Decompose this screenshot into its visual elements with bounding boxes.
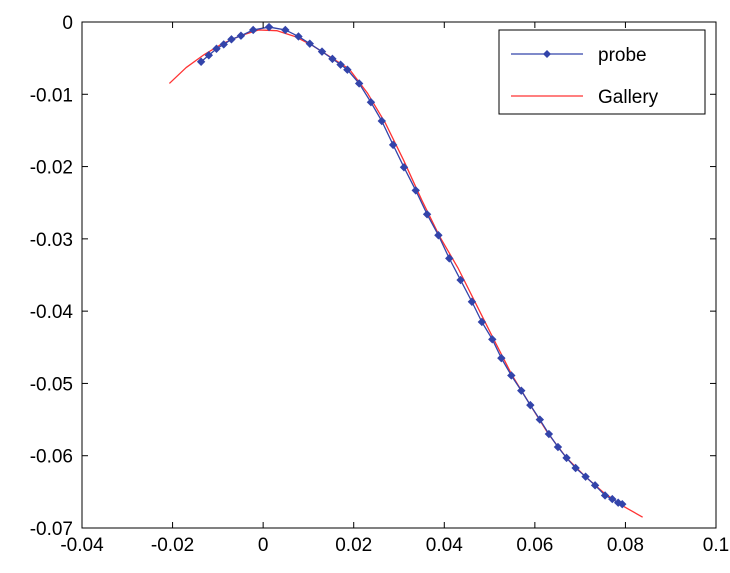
x-tick-label: 0.1 <box>703 535 729 556</box>
data-point-probe <box>354 79 364 88</box>
data-point-probe <box>608 494 617 504</box>
data-point-probe <box>422 210 432 219</box>
x-tick-label: 0.08 <box>607 535 644 556</box>
x-tick-label: -0.04 <box>60 535 104 556</box>
y-tick-label: -0.05 <box>30 374 73 395</box>
y-tick-label: -0.03 <box>30 230 73 251</box>
data-point-probe <box>281 25 290 35</box>
data-point-probe <box>517 386 526 395</box>
data-point-probe <box>553 442 563 452</box>
legend-marker-probe <box>543 50 551 58</box>
y-tick-label: -0.02 <box>30 158 73 179</box>
data-point-probe <box>196 57 206 66</box>
x-tick-label: 0.02 <box>335 535 372 556</box>
data-point-probe <box>399 163 409 172</box>
data-point-probe <box>204 51 213 60</box>
data-point-probe <box>294 32 303 41</box>
axes-box <box>81 21 717 529</box>
data-point-probe <box>377 116 386 126</box>
legend-label-gallery: Gallery <box>598 87 659 108</box>
data-point-probe <box>336 60 345 69</box>
legend: probe Gallery <box>498 29 706 115</box>
x-tick-label: 0.04 <box>426 535 463 556</box>
data-point-probe <box>507 371 516 380</box>
data-point-probe <box>236 31 246 40</box>
y-tick-label: -0.01 <box>30 85 73 106</box>
data-point-probe <box>526 400 535 410</box>
data-point-probe <box>600 491 610 500</box>
data-point-probe <box>317 47 327 56</box>
data-point-probe <box>411 186 420 195</box>
x-axis: -0.04 -0.02 0 0.02 0.04 0.06 0.08 0.1 <box>60 22 729 556</box>
data-point-probe <box>581 472 590 481</box>
data-point-probe <box>343 65 352 74</box>
data-point-probe <box>618 499 627 509</box>
data-point-probe <box>571 463 580 473</box>
data-point-probe <box>456 275 465 285</box>
data-point-probe <box>212 44 221 53</box>
data-point-probe <box>328 54 337 64</box>
data-point-probe <box>305 39 314 48</box>
x-tick-label: 0.06 <box>516 535 553 556</box>
x-tick-label: 0 <box>258 535 269 556</box>
y-tick-label: 0 <box>62 13 73 34</box>
data-point-probe <box>535 415 545 424</box>
data-point-probe <box>477 317 487 327</box>
y-tick-label: -0.04 <box>30 302 74 323</box>
data-point-probe <box>248 25 258 35</box>
data-point-probe <box>488 335 497 344</box>
data-point-probe <box>544 429 554 439</box>
data-point-probe <box>264 22 274 32</box>
y-tick-label: -0.07 <box>30 519 73 540</box>
data-point-probe <box>219 40 228 49</box>
legend-label-probe: probe <box>598 45 647 66</box>
data-point-probe <box>590 481 600 490</box>
data-point-probe <box>227 35 236 44</box>
data-point-probe <box>467 297 477 306</box>
y-axis: 0 -0.01 -0.02 -0.03 -0.04 -0.05 -0.06 -0.07 <box>30 13 716 540</box>
data-point-probe <box>445 254 454 263</box>
y-tick-label: -0.06 <box>30 447 73 468</box>
data-point-probe <box>497 353 506 363</box>
data-point-probe <box>366 98 376 107</box>
series-layer <box>168 22 643 518</box>
data-point-probe <box>388 140 398 150</box>
data-point-probe <box>434 231 443 240</box>
data-point-probe <box>562 453 571 463</box>
legend-box <box>498 29 706 115</box>
x-tick-label: -0.02 <box>151 535 194 556</box>
